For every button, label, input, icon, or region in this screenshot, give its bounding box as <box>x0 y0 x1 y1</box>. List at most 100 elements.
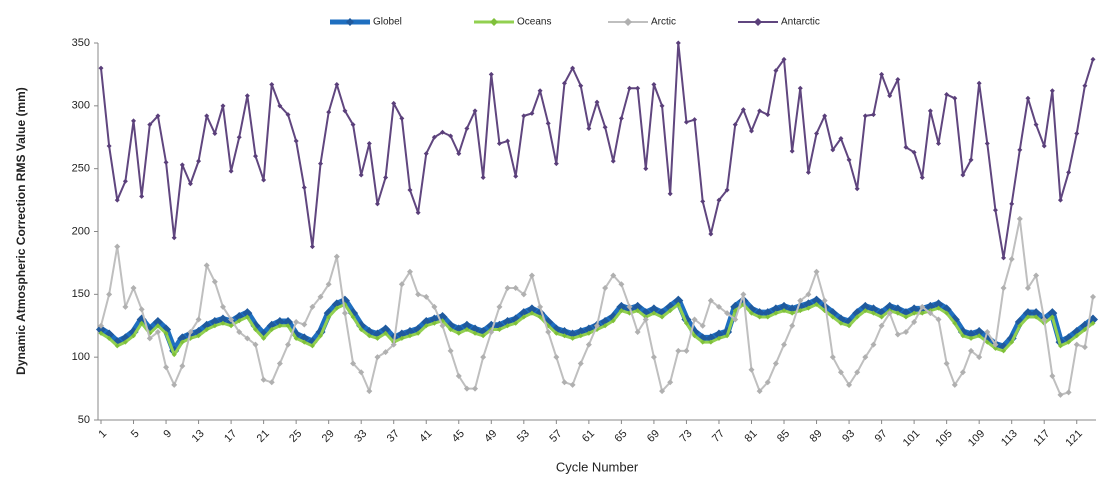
marker <box>1066 169 1072 175</box>
marker <box>618 115 624 121</box>
marker <box>358 172 364 178</box>
marker <box>895 76 901 82</box>
marker <box>131 333 137 339</box>
x-tick-label: 45 <box>450 428 467 445</box>
marker <box>1016 215 1023 222</box>
marker <box>98 330 104 336</box>
x-tick-label: 33 <box>352 428 369 445</box>
marker <box>879 314 885 320</box>
marker <box>773 310 779 316</box>
marker <box>692 333 698 339</box>
marker <box>586 330 592 336</box>
marker <box>496 303 503 310</box>
marker <box>618 308 624 314</box>
marker <box>505 323 511 329</box>
marker <box>1047 308 1058 319</box>
marker <box>448 133 454 139</box>
marker <box>472 108 478 114</box>
marker <box>984 329 991 336</box>
marker <box>968 335 974 341</box>
marker <box>675 40 681 46</box>
marker <box>765 112 771 118</box>
marker <box>627 85 633 91</box>
marker <box>708 231 714 237</box>
x-tick-label: 61 <box>580 428 597 445</box>
marker <box>846 157 852 163</box>
marker <box>570 65 576 71</box>
marker <box>1074 333 1080 339</box>
marker <box>968 347 975 354</box>
marker <box>1049 373 1056 380</box>
marker <box>959 369 966 376</box>
marker <box>114 243 121 250</box>
marker <box>212 323 218 329</box>
marker <box>837 369 844 376</box>
marker <box>594 322 600 329</box>
marker <box>407 187 413 193</box>
marker <box>1033 122 1039 128</box>
marker <box>293 138 299 144</box>
x-tick-label: 13 <box>190 428 207 445</box>
marker <box>667 379 674 386</box>
marker <box>716 197 722 203</box>
marker <box>1049 314 1055 320</box>
marker <box>236 134 242 140</box>
marker <box>260 376 267 383</box>
marker <box>139 320 145 326</box>
marker <box>846 323 852 329</box>
marker <box>277 323 283 329</box>
marker <box>789 310 795 316</box>
marker <box>944 92 950 98</box>
marker <box>269 327 275 333</box>
marker <box>382 349 389 356</box>
marker <box>887 93 893 99</box>
marker <box>196 158 202 164</box>
marker <box>781 341 788 348</box>
marker <box>862 113 868 119</box>
marker <box>683 347 690 354</box>
marker <box>724 310 731 317</box>
marker <box>764 379 771 386</box>
marker <box>155 323 161 329</box>
marker <box>756 388 763 395</box>
marker <box>708 339 714 345</box>
marker <box>667 191 673 197</box>
marker <box>380 324 391 335</box>
marker <box>781 308 787 314</box>
marker <box>911 149 917 155</box>
marker <box>277 103 283 109</box>
marker <box>456 330 462 336</box>
marker <box>569 381 576 388</box>
marker <box>1001 348 1007 354</box>
marker <box>846 381 853 388</box>
marker <box>496 141 502 147</box>
marker <box>276 360 283 367</box>
marker <box>398 281 405 288</box>
marker <box>911 310 917 316</box>
legend-marker <box>490 18 498 26</box>
marker <box>862 354 869 361</box>
marker <box>163 364 170 371</box>
marker <box>715 303 722 310</box>
marker <box>976 333 982 339</box>
marker <box>635 85 641 91</box>
marker <box>577 360 584 367</box>
marker <box>374 201 380 207</box>
marker <box>870 310 876 316</box>
marker <box>293 335 299 341</box>
marker <box>757 314 763 320</box>
legend-marker <box>624 18 632 26</box>
marker <box>911 318 918 325</box>
marker <box>391 100 397 106</box>
marker <box>415 210 421 216</box>
marker <box>860 301 871 312</box>
marker <box>1024 285 1031 292</box>
marker <box>789 322 796 329</box>
marker <box>1008 256 1015 263</box>
marker <box>415 291 422 298</box>
marker <box>732 122 738 128</box>
marker <box>716 335 722 341</box>
marker <box>936 305 942 311</box>
marker <box>456 151 462 157</box>
marker <box>919 174 925 180</box>
